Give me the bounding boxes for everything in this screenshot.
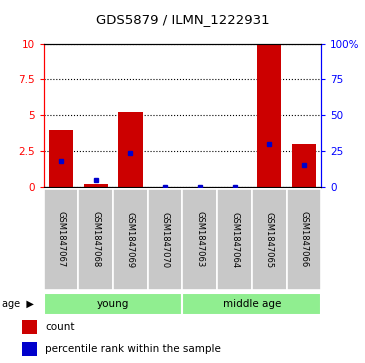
Bar: [118, 113, 143, 187]
FancyBboxPatch shape: [44, 189, 78, 290]
FancyBboxPatch shape: [217, 189, 252, 290]
Text: GSM1847069: GSM1847069: [126, 212, 135, 268]
Text: GSM1847064: GSM1847064: [230, 212, 239, 268]
Text: percentile rank within the sample: percentile rank within the sample: [45, 344, 221, 354]
Bar: [49, 130, 73, 187]
Bar: [292, 144, 316, 187]
FancyBboxPatch shape: [182, 293, 321, 315]
Bar: [257, 44, 281, 187]
Text: GSM1847063: GSM1847063: [195, 212, 204, 268]
Text: GSM1847066: GSM1847066: [299, 212, 308, 268]
FancyBboxPatch shape: [44, 293, 182, 315]
Text: GSM1847070: GSM1847070: [161, 212, 170, 268]
Bar: [22, 320, 37, 334]
FancyBboxPatch shape: [113, 189, 148, 290]
Bar: [22, 342, 37, 356]
FancyBboxPatch shape: [252, 189, 287, 290]
FancyBboxPatch shape: [182, 189, 217, 290]
Text: middle age: middle age: [223, 299, 281, 309]
Text: count: count: [45, 322, 74, 332]
Text: GSM1847068: GSM1847068: [91, 212, 100, 268]
Bar: [84, 184, 108, 187]
FancyBboxPatch shape: [78, 189, 113, 290]
Text: GSM1847067: GSM1847067: [57, 212, 66, 268]
Text: GDS5879 / ILMN_1222931: GDS5879 / ILMN_1222931: [96, 13, 269, 26]
Text: young: young: [97, 299, 129, 309]
Text: age  ▶: age ▶: [2, 299, 34, 309]
Text: GSM1847065: GSM1847065: [265, 212, 274, 268]
FancyBboxPatch shape: [148, 189, 182, 290]
FancyBboxPatch shape: [287, 189, 321, 290]
